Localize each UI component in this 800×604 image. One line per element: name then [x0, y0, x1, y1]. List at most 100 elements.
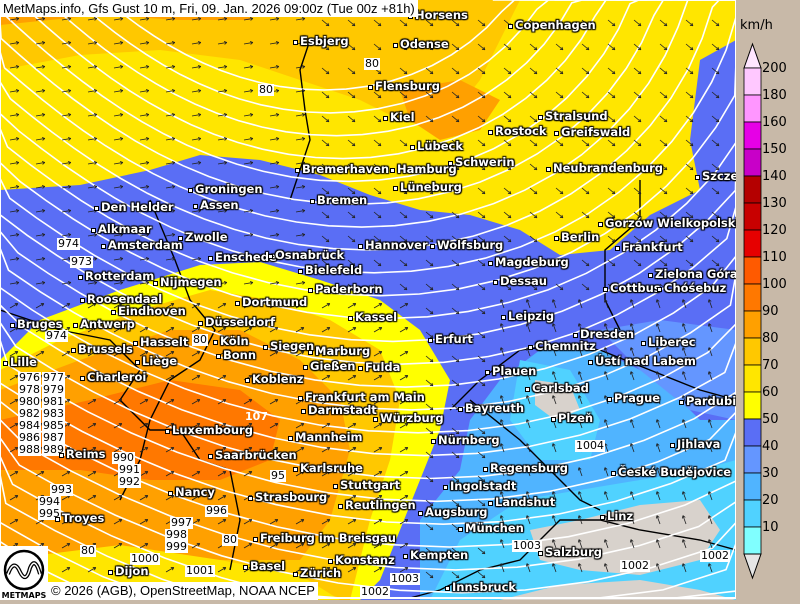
- wind-arrowhead: [93, 232, 98, 237]
- wind-arrowhead: [663, 190, 668, 195]
- city-label: Kempten: [410, 548, 469, 562]
- city-label: Lübeck: [417, 139, 464, 153]
- wind-arrow: [682, 323, 687, 333]
- wind-arrowhead: [170, 375, 175, 379]
- wind-arrow: [659, 211, 668, 219]
- wind-arrow: [9, 351, 18, 357]
- isobar-label: 992: [118, 475, 141, 488]
- wind-arrowhead: [66, 423, 71, 427]
- wind-arrow: [659, 43, 668, 51]
- wind-arrow: [477, 427, 486, 435]
- wind-arrowhead: [507, 166, 512, 171]
- gust-value-label: 80: [364, 57, 380, 70]
- wind-arrowhead: [499, 347, 504, 351]
- wind-arrow: [9, 423, 18, 429]
- wind-arrowhead: [352, 423, 357, 427]
- wind-arrow: [113, 210, 123, 213]
- wind-arrow: [243, 66, 253, 69]
- wind-arrow: [399, 283, 408, 291]
- wind-arrow: [711, 283, 720, 291]
- wind-arrowhead: [93, 160, 98, 165]
- wind-arrow: [269, 42, 279, 45]
- isobar-label: 983: [42, 407, 65, 420]
- wind-arrow: [61, 162, 71, 165]
- metmaps-logo[interactable]: METMAPS: [0, 546, 48, 600]
- wind-arrow: [243, 90, 253, 93]
- city-label: Horsens: [415, 8, 468, 22]
- wind-arrow: [451, 427, 460, 435]
- wind-arrow: [139, 303, 148, 309]
- wind-arrowhead: [197, 16, 202, 21]
- isobar: [0, 0, 547, 91]
- wind-arrow: [425, 523, 434, 531]
- wind-arrowhead: [481, 286, 486, 291]
- wind-arrow: [191, 90, 201, 93]
- city-label: Kiel: [390, 110, 415, 124]
- wind-arrowhead: [223, 40, 228, 45]
- wind-arrowhead: [170, 423, 175, 427]
- city-marker: [208, 454, 213, 459]
- wind-arrowhead: [301, 280, 306, 285]
- wind-arrowhead: [559, 118, 564, 123]
- wind-arrow: [477, 139, 486, 147]
- wind-arrowhead: [118, 423, 123, 427]
- wind-arrowhead: [67, 16, 72, 21]
- wind-arrowhead: [144, 303, 149, 307]
- wind-arrowhead: [404, 327, 409, 331]
- wind-arrow: [373, 303, 382, 309]
- wind-arrow: [191, 327, 200, 333]
- wind-arrow: [451, 451, 460, 459]
- wind-arrowhead: [525, 467, 530, 471]
- wind-arrow: [526, 323, 531, 333]
- wind-arrow: [581, 67, 590, 75]
- wind-arrow: [503, 283, 512, 291]
- wind-arrowhead: [145, 208, 150, 213]
- country-border: [119, 199, 216, 501]
- wind-arrow: [477, 187, 486, 195]
- wind-arrowhead: [66, 519, 71, 523]
- wind-arrow: [630, 467, 635, 477]
- weather-map[interactable]: Horsens Copenhagen Esbjerg Odense Flensburg K…: [0, 0, 736, 600]
- wind-arrow: [451, 523, 460, 531]
- wind-arrow: [451, 91, 460, 99]
- city-marker: [695, 175, 700, 180]
- wind-arrow: [139, 519, 148, 525]
- city-marker: [253, 537, 258, 542]
- wind-arrow: [373, 283, 382, 291]
- wind-arrow: [139, 42, 149, 45]
- wind-arrowhead: [404, 471, 409, 475]
- city-marker: [248, 496, 253, 501]
- wind-arrow: [35, 210, 45, 213]
- wind-arrow: [191, 282, 201, 285]
- isobar-label: 976: [18, 371, 41, 384]
- wind-arrow: [373, 91, 382, 99]
- wind-arrow: [552, 443, 557, 453]
- wind-arrowhead: [404, 375, 409, 379]
- wind-arrow: [633, 283, 642, 291]
- wind-arrowhead: [325, 238, 330, 243]
- wind-arrow: [87, 303, 96, 309]
- wind-arrowhead: [92, 519, 97, 523]
- wind-arrow: [425, 307, 434, 315]
- wind-arrow: [113, 114, 123, 117]
- wind-arrowhead: [14, 447, 19, 451]
- wind-arrowhead: [681, 467, 686, 471]
- wind-arrowhead: [637, 238, 642, 243]
- color-legend: km/h 200 180 160 150 140 130 120 110 100 90 80 70 60…: [736, 0, 800, 600]
- wind-arrow: [373, 495, 382, 501]
- wind-arrow: [500, 371, 505, 381]
- wind-arrow: [321, 259, 330, 267]
- wind-arrow: [451, 43, 460, 51]
- wind-arrow: [191, 447, 200, 453]
- wind-arrow: [552, 515, 557, 525]
- wind-arrow: [243, 42, 253, 45]
- legend-label: 150: [762, 142, 787, 157]
- wind-arrow: [659, 91, 668, 99]
- wind-arrow: [113, 327, 122, 333]
- wind-arrowhead: [40, 327, 45, 331]
- city-label: Zielona Góra: [655, 267, 736, 281]
- wind-arrow: [87, 567, 96, 573]
- wind-arrowhead: [481, 214, 486, 219]
- isobar: [0, 0, 736, 274]
- wind-arrowhead: [196, 495, 201, 499]
